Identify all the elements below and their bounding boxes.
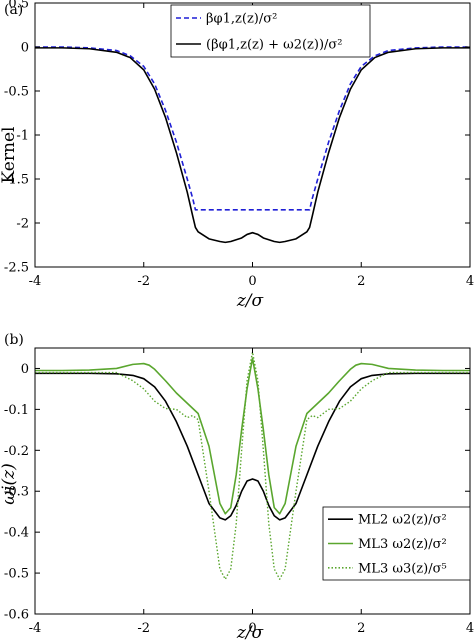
y-tick-label: -2 xyxy=(16,217,29,232)
x-tick-label: 2 xyxy=(357,274,365,289)
panel-label: (b) xyxy=(4,332,24,348)
panel-a: -4 -2 0 2 4 0.5 0 -0.5 -1 -1.5 -2 -2.5 z/σ Kernel (a) β… xyxy=(0,0,474,311)
y-tick-label: -0.4 xyxy=(4,526,29,541)
y-tick-label: -0.5 xyxy=(4,567,29,582)
y-tick-label: -0.6 xyxy=(4,608,29,623)
series-line-2 xyxy=(35,47,470,244)
y-tick-label: -0.3 xyxy=(4,485,29,500)
panel-b: -4 -2 0 2 4 0 -0.1 -0.2 -0.3 -0.4 -0.5 -0.6 z/σ ωi(z)… xyxy=(0,332,474,643)
x-tick-label: 4 xyxy=(466,621,474,636)
x-tick-label: 2 xyxy=(357,621,365,636)
y-tick-label: -0.1 xyxy=(4,403,29,418)
x-axis-label: z/σ xyxy=(236,291,264,311)
x-tick-label: -2 xyxy=(137,274,150,289)
y-tick-label: -1.5 xyxy=(4,173,29,188)
legend-box xyxy=(170,4,371,58)
y-tick-label: 0.5 xyxy=(8,0,29,12)
x-tick-label: 0 xyxy=(248,621,256,636)
legend-entry-1: βφ1,z(z)/σ² xyxy=(206,12,277,27)
x-tick-label: -4 xyxy=(29,621,42,636)
y-tick-label: -2.5 xyxy=(4,261,29,276)
legend-entry-3: ML3 ω3(z)/σ⁵ xyxy=(358,561,447,576)
legend-entry-2: ML3 ω2(z)/σ² xyxy=(358,537,447,552)
x-tick-label: 0 xyxy=(248,274,256,289)
legend-entry-2: (βφ1,z(z) + ω2(z))/σ² xyxy=(206,38,343,53)
y-tick-label: 0 xyxy=(21,41,29,56)
x-axis-label: z/σ xyxy=(236,623,264,643)
series-line-1 xyxy=(35,46,470,211)
series-line-1 xyxy=(35,372,470,521)
series-line-3 xyxy=(35,351,470,580)
y-tick-label: 0 xyxy=(21,362,29,377)
legend-entry-1: ML2 ω2(z)/σ² xyxy=(358,513,447,528)
series-group xyxy=(35,46,470,244)
legend: βφ1,z(z)/σ² (βφ1,z(z) + ω2(z))/σ² xyxy=(170,4,371,58)
series-line-2 xyxy=(35,357,470,515)
legend: ML2 ω2(z)/σ² ML3 ω2(z)/σ² ML3 ω3(z)/σ⁵ xyxy=(322,506,471,581)
y-axis-label: ωi(z) xyxy=(0,463,19,505)
x-tick-label: -2 xyxy=(137,621,150,636)
x-tick-label: -4 xyxy=(29,274,42,289)
x-tick-label: 4 xyxy=(466,274,474,289)
y-tick-label: -0.2 xyxy=(4,444,29,459)
y-axis-label: Kernel xyxy=(0,127,19,184)
panel-label: (a) xyxy=(4,2,23,18)
series-group xyxy=(35,351,470,580)
y-tick-label: -1 xyxy=(16,129,29,144)
y-tick-label: -0.5 xyxy=(4,85,29,100)
